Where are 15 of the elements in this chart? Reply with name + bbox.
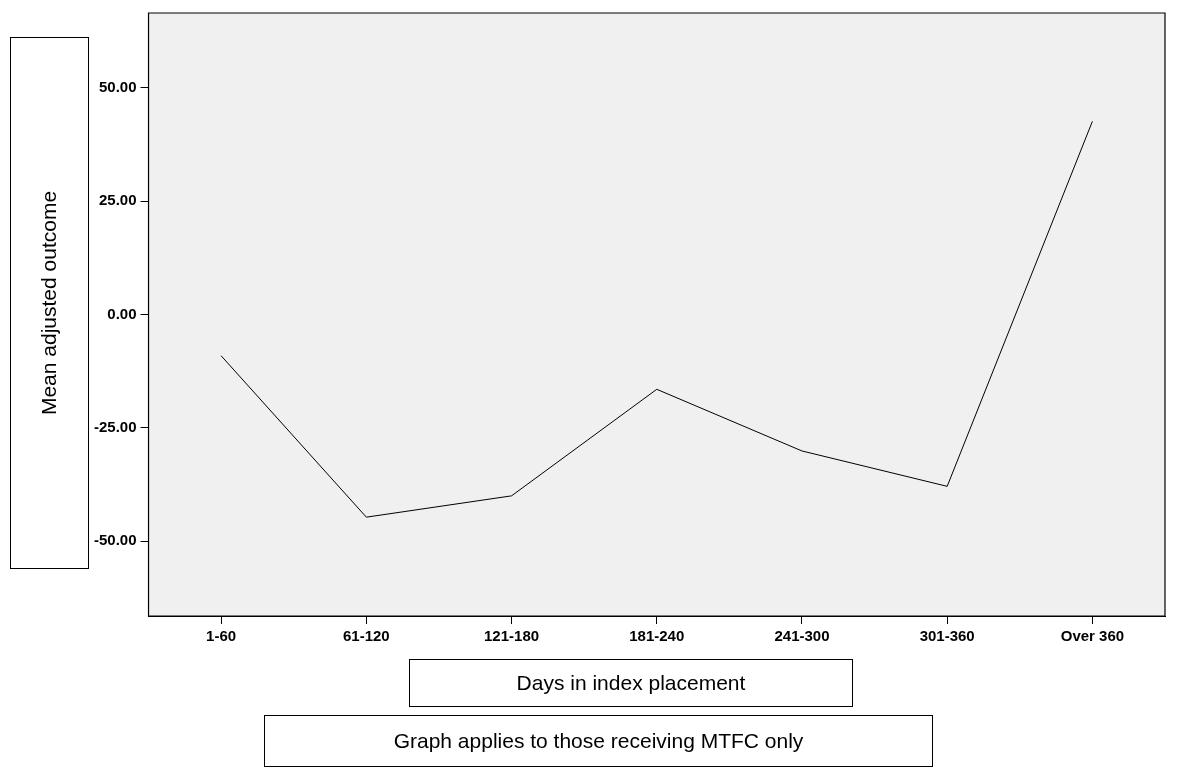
y-tick-label: -50.00 bbox=[93, 531, 137, 549]
x-tick-label: 301-360 bbox=[919, 627, 975, 645]
x-tick-label: 241-300 bbox=[774, 627, 830, 645]
text: Graph applies to those receiving MTFC only bbox=[264, 715, 933, 767]
y-tick-label: 0.00 bbox=[107, 304, 137, 322]
y-tick-label: 25.00 bbox=[98, 191, 137, 209]
y-tick-label: -25.00 bbox=[93, 417, 137, 435]
x-tick-label: 121-180 bbox=[484, 627, 540, 645]
x-tick-label: 1-60 bbox=[206, 627, 237, 645]
x-tick-label: Over 360 bbox=[1060, 627, 1125, 645]
y-tick-label: 50.00 bbox=[98, 77, 137, 95]
x-tick-label: 61-120 bbox=[342, 627, 390, 645]
x-axis-title: Days in index placement bbox=[409, 659, 853, 707]
y-axis-title: Mean adjusted outcome bbox=[37, 190, 62, 416]
x-tick-label: 181-240 bbox=[629, 627, 685, 645]
